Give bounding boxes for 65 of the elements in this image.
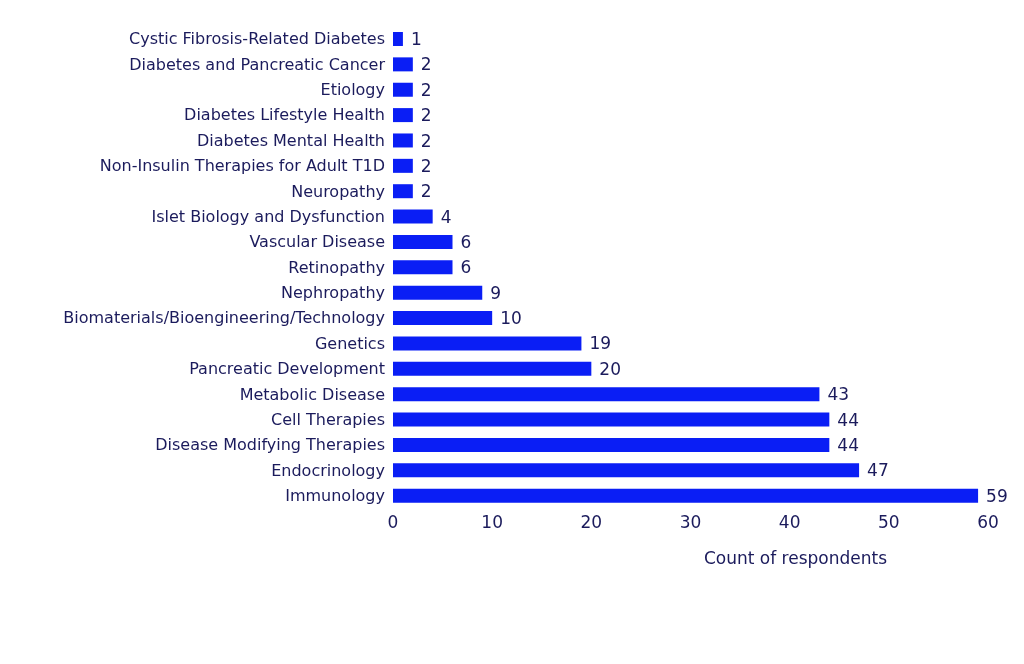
bar bbox=[393, 184, 413, 199]
data-label: 2 bbox=[420, 79, 432, 100]
x-tick-label: 40 bbox=[778, 512, 801, 533]
bar bbox=[393, 260, 453, 275]
data-label: 4 bbox=[440, 206, 452, 227]
bar bbox=[393, 336, 582, 351]
y-tick-label: Etiology bbox=[320, 80, 385, 100]
bar bbox=[393, 234, 453, 249]
data-label: 2 bbox=[420, 181, 432, 202]
bar bbox=[393, 133, 413, 148]
bar bbox=[393, 285, 483, 300]
data-label: 6 bbox=[460, 257, 472, 278]
bar bbox=[393, 209, 433, 224]
bar bbox=[393, 32, 403, 46]
data-label: 2 bbox=[420, 130, 432, 151]
y-tick-label: Diabetes Lifestyle Health bbox=[184, 105, 385, 125]
x-tick-label: 0 bbox=[387, 512, 399, 533]
x-tick-label: 30 bbox=[679, 512, 702, 533]
bar bbox=[393, 463, 860, 478]
y-tick-label: Endocrinology bbox=[271, 460, 385, 480]
x-tick-label: 50 bbox=[878, 512, 900, 533]
data-label: 47 bbox=[867, 460, 889, 481]
y-tick-label: Diabetes and Pancreatic Cancer bbox=[129, 54, 386, 74]
y-tick-label: Diabetes Mental Health bbox=[196, 130, 385, 150]
y-tick-label: Immunology bbox=[285, 486, 385, 505]
y-tick-label: Nephropathy bbox=[281, 283, 385, 303]
data-label: 2 bbox=[420, 54, 432, 75]
data-label: 20 bbox=[599, 358, 621, 379]
bar bbox=[393, 488, 979, 503]
y-tick-label: Islet Biology and Dysfunction bbox=[151, 206, 385, 226]
bar bbox=[393, 437, 830, 452]
data-label: 6 bbox=[460, 231, 472, 252]
y-tick-label: Cystic Fibrosis-Related Diabetes bbox=[129, 29, 385, 49]
y-tick-label: Metabolic Disease bbox=[239, 384, 385, 404]
data-label: 44 bbox=[837, 434, 859, 455]
bar bbox=[393, 57, 413, 72]
y-tick-label: Neuropathy bbox=[291, 181, 385, 201]
y-tick-label: Cell Therapies bbox=[271, 409, 385, 429]
data-label: 10 bbox=[500, 308, 522, 329]
bar bbox=[393, 361, 592, 376]
y-tick-label: Pancreatic Development bbox=[189, 359, 385, 379]
y-tick-label: Biomaterials/Bioengineering/Technology bbox=[63, 308, 385, 328]
data-label: 44 bbox=[837, 409, 859, 430]
bar bbox=[393, 82, 413, 97]
x-axis-title: Count of respondents bbox=[703, 548, 888, 568]
x-tick-label: 20 bbox=[580, 512, 603, 533]
bar bbox=[393, 158, 413, 173]
bar bbox=[393, 311, 493, 326]
bar bbox=[393, 412, 830, 427]
bar bbox=[393, 108, 413, 123]
data-label: 2 bbox=[420, 155, 432, 176]
data-label: 59 bbox=[986, 485, 1008, 506]
y-tick-label: Genetics bbox=[314, 333, 385, 353]
x-tick-label: 60 bbox=[977, 512, 999, 533]
y-tick-label: Vascular Disease bbox=[249, 232, 385, 252]
y-tick-label: Disease Modifying Therapies bbox=[155, 435, 385, 455]
y-tick-label: Non-Insulin Therapies for Adult T1D bbox=[99, 156, 385, 176]
bar bbox=[393, 387, 820, 402]
data-label: 2 bbox=[420, 105, 432, 126]
data-label: 43 bbox=[827, 384, 850, 405]
y-tick-label: Retinopathy bbox=[288, 257, 385, 277]
data-label: 19 bbox=[589, 333, 612, 354]
data-label: 9 bbox=[490, 282, 502, 303]
x-tick-label: 10 bbox=[481, 512, 503, 533]
data-label: 1 bbox=[410, 29, 422, 50]
